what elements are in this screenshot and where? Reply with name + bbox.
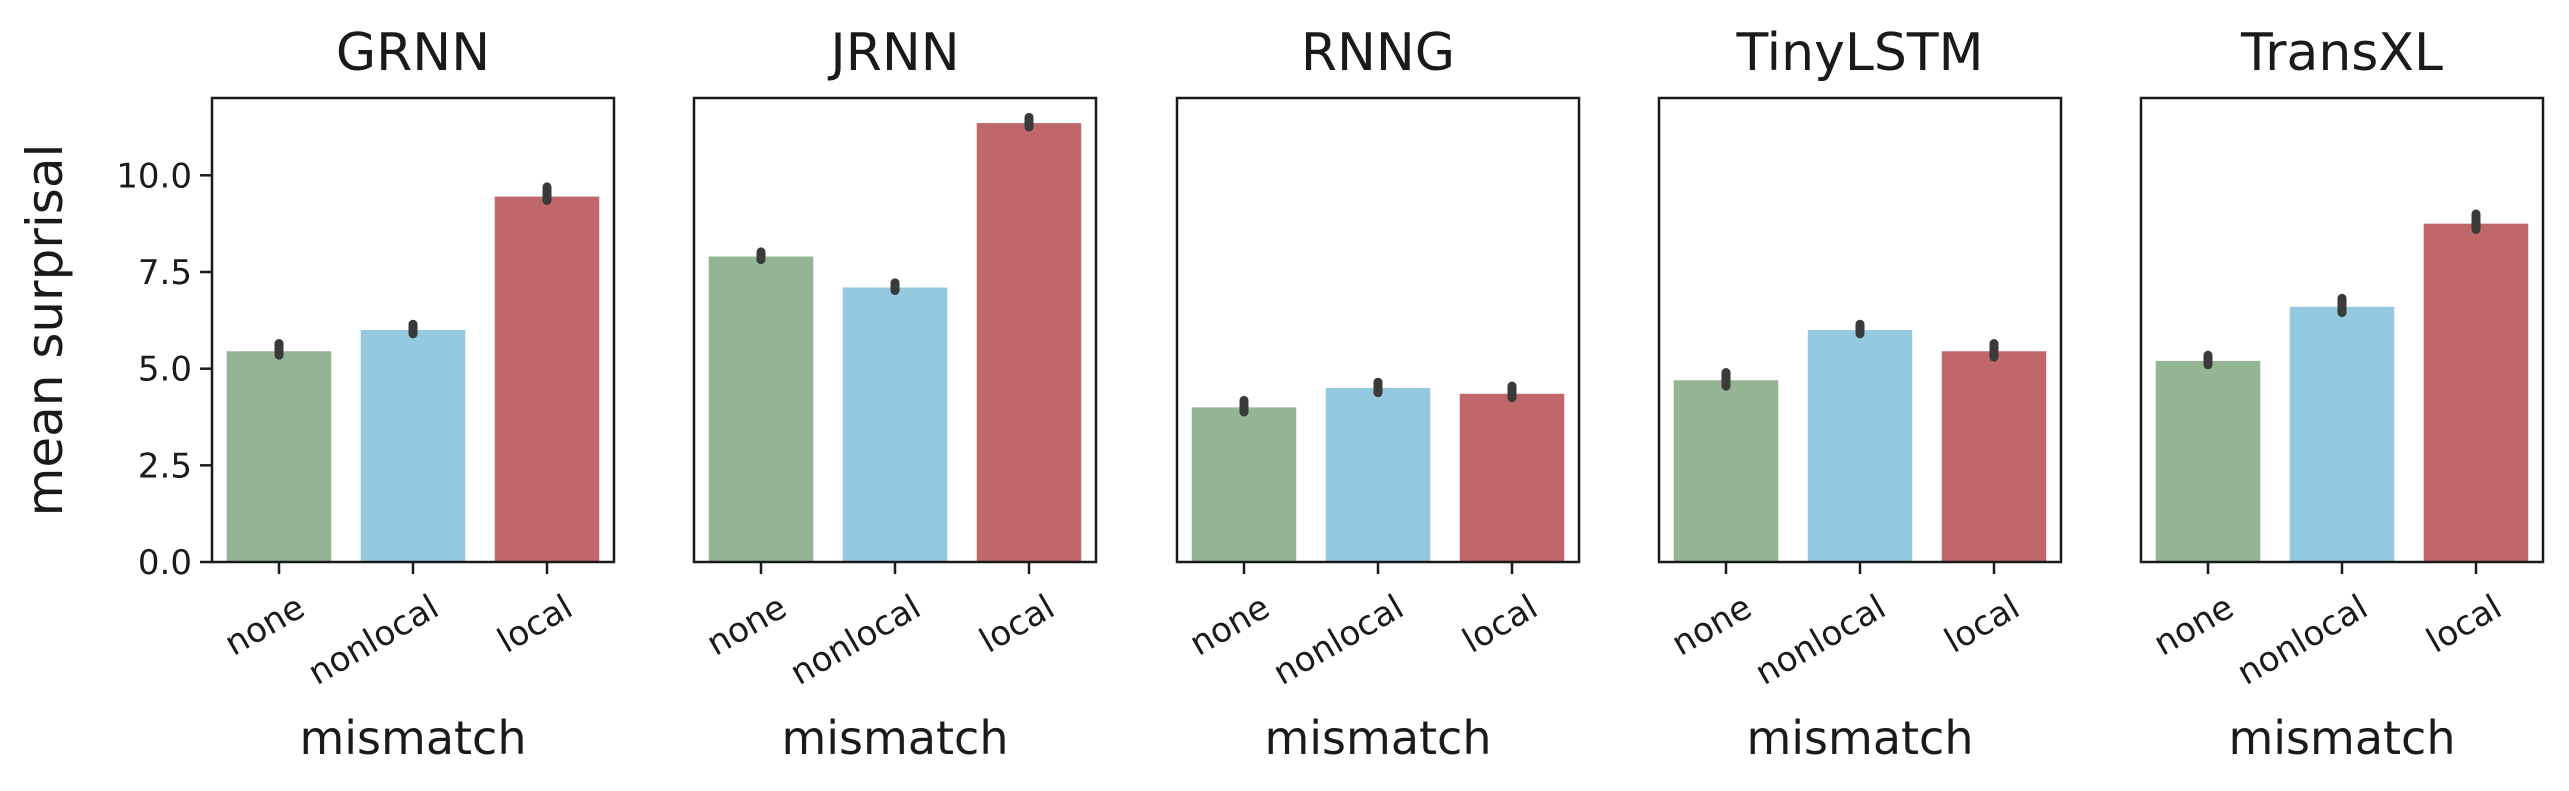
x-tick-label-nonlocal: nonlocal [1267,587,1411,693]
bar-local [1459,393,1565,562]
bar-none [226,351,332,562]
x-tick-label-local: local [973,587,1062,661]
bar-local [2423,223,2529,562]
y-tick-label: 0.0 [138,543,192,583]
y-tick-label: 2.5 [138,446,192,486]
panel-title: RNNG [1301,23,1455,83]
bar-local [976,123,1082,562]
x-tick-label-nonlocal: nonlocal [1749,587,1893,693]
x-tick-label-nonlocal: nonlocal [2231,587,2375,693]
x-tick-label-none: none [1665,587,1758,664]
panel-title: TinyLSTM [1736,23,1984,83]
bar-local [494,196,600,562]
panel-frame [1657,96,2063,564]
panel-frame [210,96,616,564]
y-tick-label: 5.0 [138,350,192,390]
panel-frame [2139,96,2545,564]
x-tick-label-nonlocal: nonlocal [784,587,928,693]
bar-local [1941,351,2047,562]
bar-none [1673,380,1779,562]
bar-none [2155,360,2261,562]
bar-nonlocal [360,330,466,562]
bar-nonlocal [1807,330,1913,562]
bar-nonlocal [842,287,948,562]
y-tick-label: 10.0 [116,156,192,196]
x-tick-label-none: none [218,587,311,664]
x-axis-title: mismatch [1264,711,1491,765]
y-axis-label: mean surprisal [16,144,74,517]
x-tick-label-none: none [1183,587,1276,664]
bar-nonlocal [1325,388,1431,562]
x-axis-title: mismatch [299,711,526,765]
bar-none [708,256,814,562]
bar-none [1191,407,1297,562]
bar-nonlocal [2289,306,2395,562]
x-tick-label-local: local [1456,587,1545,661]
x-axis-title: mismatch [781,711,1008,765]
x-tick-label-none: none [700,587,793,664]
panel-title: TransXL [2240,23,2443,83]
panel-frame [692,96,1098,564]
y-tick-label: 7.5 [138,253,192,293]
x-tick-label-local: local [491,587,580,661]
x-axis-title: mismatch [2228,711,2455,765]
x-tick-label-nonlocal: nonlocal [302,587,446,693]
panel-frame [1175,96,1581,564]
x-tick-label-none: none [2147,587,2240,664]
panel-title: GRNN [336,23,490,83]
x-axis-title: mismatch [1746,711,1973,765]
panel-title: JRNN [827,23,959,83]
x-tick-label-local: local [2420,587,2509,661]
x-tick-label-local: local [1938,587,2027,661]
